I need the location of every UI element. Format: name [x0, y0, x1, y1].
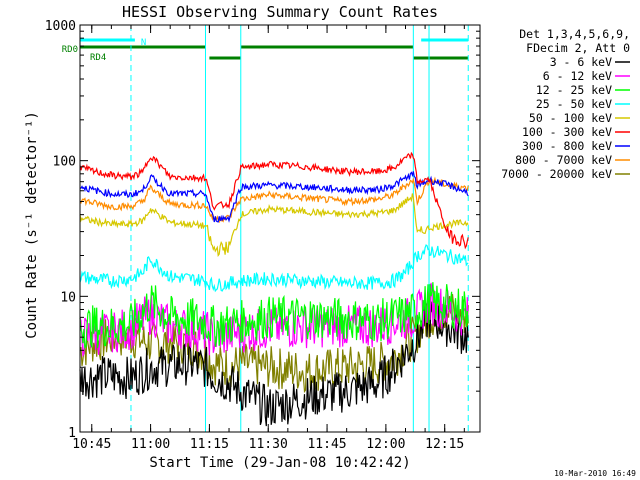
series-0: [79, 294, 469, 394]
axes: 10:45 11:00 11:15 11:30 11:45 12:00 12:15 1 10 10…: [45, 19, 480, 452]
legend-label-4: 50 - 100 keV: [529, 111, 612, 125]
x-tick-label-6: 12:15: [425, 437, 464, 452]
x-tick-label-0: 10:45: [72, 437, 111, 452]
y-tick-label-3: 1000: [45, 19, 76, 34]
legend-label-7: 800 - 7000 keV: [515, 153, 612, 167]
x-tick-label-3: 11:30: [249, 437, 288, 452]
y-tick-label-2: 100: [53, 155, 76, 170]
series-5: [79, 193, 469, 257]
footer-timestamp: 10-Mar-2010 16:49: [554, 469, 636, 478]
x-tick-label-5: 12:00: [366, 437, 405, 452]
legend-label-1: 6 - 12 keV: [543, 69, 612, 83]
legend-label-3: 25 - 50 keV: [536, 97, 612, 111]
legend-label-6: 300 - 800 keV: [522, 139, 612, 153]
x-tick-label-1: 11:00: [131, 437, 170, 452]
legend-header-1: FDecim 2, Att 0: [526, 41, 630, 55]
series-3: [79, 282, 469, 349]
legend-label-8: 7000 - 20000 keV: [501, 167, 612, 181]
legend-label-5: 100 - 300 keV: [522, 125, 612, 139]
series-4: [79, 244, 469, 293]
plot-frame: [79, 24, 481, 433]
chart-title: HESSI Observing Summary Count Rates: [122, 3, 438, 21]
series-7: [80, 171, 469, 223]
legend-label-0: 3 - 6 keV: [550, 55, 612, 69]
series-8: [79, 151, 469, 250]
flag-label-rd4: RD4: [90, 53, 106, 63]
y-axis-label: Count Rate (s⁻¹ detector⁻¹): [24, 111, 40, 339]
plot-area: [79, 25, 469, 432]
legend-header-0: Det 1,3,4,5,6,9,: [519, 27, 630, 41]
legend: Det 1,3,4,5,6,9,FDecim 2, Att 03 - 6 keV…: [501, 27, 630, 181]
mode-flags: N RD0 RD4: [62, 38, 469, 63]
y-tick-label-1: 10: [60, 290, 76, 305]
flag-label-n: N: [141, 38, 146, 48]
series-1: [79, 301, 469, 427]
y-tick-label-0: 1: [68, 426, 76, 441]
x-tick-label-4: 11:45: [307, 437, 346, 452]
x-axis-label: Start Time (29-Jan-08 10:42:42): [149, 455, 410, 471]
series-6: [79, 176, 469, 224]
flag-label-rd0: RD0: [62, 45, 78, 55]
legend-label-2: 12 - 25 keV: [536, 83, 612, 97]
x-tick-label-2: 11:15: [190, 437, 229, 452]
